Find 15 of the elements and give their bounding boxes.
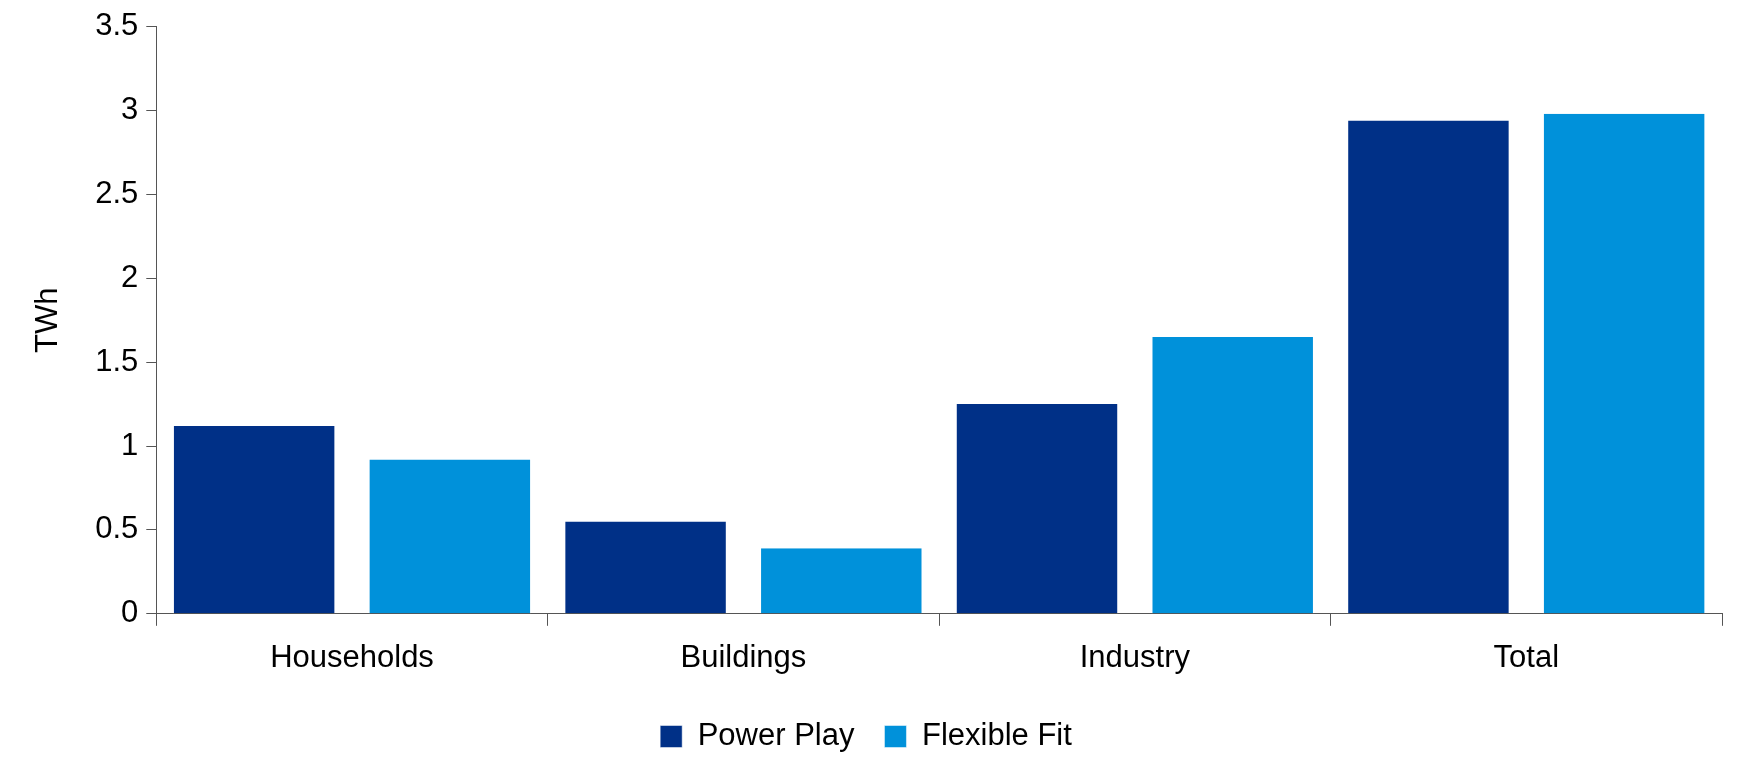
y-tick-label: 2 bbox=[121, 258, 139, 294]
y-axis-title: TWh bbox=[29, 287, 65, 353]
x-tick-label: Buildings bbox=[680, 638, 807, 674]
legend-label: Flexible Fit bbox=[921, 717, 1073, 753]
x-tick-label: Households bbox=[270, 638, 434, 674]
x-tick-label: Total bbox=[1493, 638, 1560, 674]
x-tick-label: Industry bbox=[1079, 638, 1191, 674]
y-tick-label: 2.5 bbox=[95, 174, 139, 210]
legend-label: Power Play bbox=[697, 717, 855, 753]
y-tick-label: 0 bbox=[121, 594, 139, 630]
y-tick-label: 3.5 bbox=[95, 7, 139, 43]
y-tick-label: 1.5 bbox=[95, 342, 139, 378]
y-tick-label: 1 bbox=[121, 426, 139, 462]
y-tick-label: 3 bbox=[121, 91, 139, 127]
y-tick-label: 0.5 bbox=[95, 510, 139, 546]
